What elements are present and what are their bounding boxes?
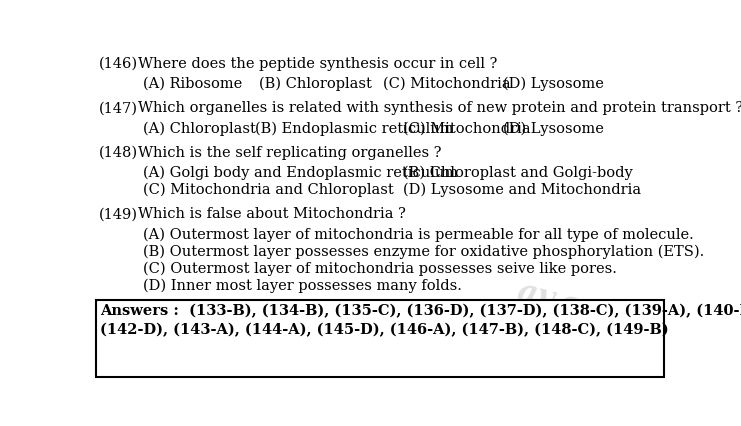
Text: (D) Lysosome and Mitochondria: (D) Lysosome and Mitochondria — [402, 183, 641, 197]
Text: (B) Chloroplast: (B) Chloroplast — [259, 77, 372, 91]
Text: (C) Outermost layer of mitochondria possesses seive like pores.: (C) Outermost layer of mitochondria poss… — [143, 261, 617, 276]
Text: ay.com: ay.com — [514, 276, 633, 336]
Text: (C) Mitochondria and Chloroplast: (C) Mitochondria and Chloroplast — [143, 183, 393, 197]
Text: (C) Mitochondria: (C) Mitochondria — [402, 121, 531, 135]
Text: (147): (147) — [99, 101, 138, 115]
Text: (D) Lysosome: (D) Lysosome — [503, 121, 604, 135]
Text: (A) Chloroplast: (A) Chloroplast — [143, 121, 256, 135]
Text: Answers :  (133-B), (134-B), (135-C), (136-D), (137-D), (138-C), (139-A), (140-D: Answers : (133-B), (134-B), (135-C), (13… — [100, 305, 741, 319]
Text: (148): (148) — [99, 146, 138, 160]
Text: Which is the self replicating organelles ?: Which is the self replicating organelles… — [138, 146, 441, 160]
Text: (A) Outermost layer of mitochondria is permeable for all type of molecule.: (A) Outermost layer of mitochondria is p… — [143, 227, 694, 242]
Text: (149): (149) — [99, 207, 138, 222]
Text: Which organelles is related with synthesis of new protein and protein transport : Which organelles is related with synthes… — [138, 101, 741, 115]
Text: (146): (146) — [99, 57, 138, 71]
Text: (A) Ribosome: (A) Ribosome — [143, 77, 242, 91]
Text: (B) Chloroplast and Golgi-body: (B) Chloroplast and Golgi-body — [402, 166, 632, 180]
Text: (B) Outermost layer possesses enzyme for oxidative phosphorylation (ETS).: (B) Outermost layer possesses enzyme for… — [143, 245, 704, 259]
Text: (C) Mitochondria: (C) Mitochondria — [383, 77, 511, 91]
Text: (B) Endoplasmic reticulum: (B) Endoplasmic reticulum — [256, 121, 454, 135]
Text: Which is false about Mitochondria ?: Which is false about Mitochondria ? — [138, 207, 405, 222]
Text: (D) Inner most layer possesses many folds.: (D) Inner most layer possesses many fold… — [143, 278, 462, 293]
Text: (D) Lysosome: (D) Lysosome — [503, 77, 604, 91]
FancyBboxPatch shape — [96, 300, 664, 377]
Text: (142-D), (143-A), (144-A), (145-D), (146-A), (147-B), (148-C), (149-B): (142-D), (143-A), (144-A), (145-D), (146… — [100, 323, 669, 337]
Text: Where does the peptide synthesis occur in cell ?: Where does the peptide synthesis occur i… — [138, 57, 497, 71]
Text: (A) Golgi body and Endoplasmic reticulum: (A) Golgi body and Endoplasmic reticulum — [143, 166, 458, 180]
